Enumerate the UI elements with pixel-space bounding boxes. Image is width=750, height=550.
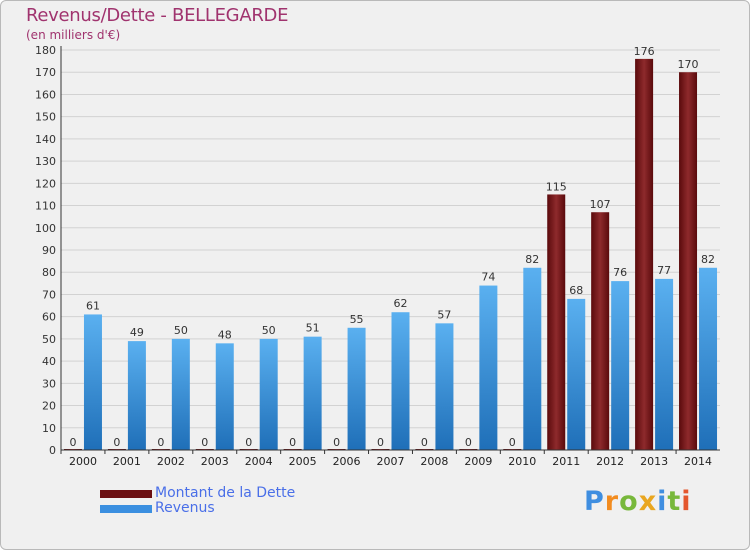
data-label-dette: 0 — [245, 436, 252, 449]
legend-label-dette: Montant de la Dette — [155, 485, 296, 501]
y-tick-label: 10 — [42, 422, 56, 435]
y-tick-label: 90 — [42, 244, 56, 257]
data-label-revenus: 48 — [218, 328, 232, 341]
y-tick-label: 80 — [42, 266, 56, 279]
data-label-dette: 115 — [546, 180, 567, 193]
data-label-revenus: 51 — [306, 322, 320, 335]
legend-swatch-revenus — [100, 505, 152, 513]
bar-revenus — [567, 298, 586, 450]
y-tick-label: 130 — [35, 155, 56, 168]
y-tick-label: 150 — [35, 111, 56, 124]
data-label-revenus: 57 — [437, 308, 451, 321]
y-tick-label: 140 — [35, 133, 56, 146]
y-tick-label: 40 — [42, 355, 56, 368]
x-tick-label: 2012 — [596, 455, 624, 468]
x-tick-label: 2011 — [552, 455, 580, 468]
legend-label-revenus: Revenus — [155, 500, 215, 516]
data-label-dette: 0 — [465, 436, 472, 449]
y-tick-label: 100 — [35, 222, 56, 235]
data-label-dette: 0 — [421, 436, 428, 449]
x-tick-label: 2000 — [69, 455, 97, 468]
data-label-revenus: 62 — [394, 297, 408, 310]
x-tick-label: 2004 — [245, 455, 273, 468]
data-label-revenus: 61 — [86, 299, 100, 312]
logo-letter: x — [638, 486, 658, 517]
bar-revenus — [479, 285, 498, 450]
bar-revenus — [347, 327, 366, 450]
x-tick-label: 2008 — [420, 455, 448, 468]
x-tick-label: 2002 — [157, 455, 185, 468]
bar-dette — [679, 72, 698, 450]
proxiti-logo: Proxiti — [584, 486, 692, 517]
logo-letter: t — [667, 486, 682, 517]
x-tick-label: 2010 — [508, 455, 536, 468]
data-label-revenus: 74 — [481, 271, 495, 284]
data-label-dette: 107 — [590, 198, 611, 211]
x-tick-label: 2009 — [464, 455, 492, 468]
bar-revenus — [171, 338, 190, 450]
data-label-revenus: 82 — [701, 253, 715, 266]
y-tick-label: 70 — [42, 288, 56, 301]
y-tick-label: 170 — [35, 66, 56, 79]
logo-letter: o — [619, 486, 639, 517]
bar-revenus — [699, 267, 718, 450]
bar-dette — [547, 194, 566, 450]
chart-title: Revenus/Dette - BELLEGARDE — [26, 5, 289, 26]
bar-revenus — [215, 343, 234, 450]
data-label-revenus: 50 — [174, 324, 188, 337]
data-label-dette: 0 — [69, 436, 76, 449]
bar-revenus — [303, 336, 322, 450]
logo-letter: i — [681, 486, 692, 517]
x-tick-label: 2001 — [113, 455, 141, 468]
x-tick-label: 2013 — [640, 455, 668, 468]
data-label-revenus: 55 — [350, 313, 364, 326]
data-label-revenus: 77 — [657, 264, 671, 277]
data-label-revenus: 49 — [130, 326, 144, 339]
x-tick-label: 2003 — [201, 455, 229, 468]
y-tick-label: 160 — [35, 88, 56, 101]
x-tick-label: 2007 — [377, 455, 405, 468]
data-label-dette: 0 — [289, 436, 296, 449]
bar-revenus — [435, 323, 454, 450]
y-tick-label: 30 — [42, 377, 56, 390]
y-tick-label: 120 — [35, 177, 56, 190]
data-label-dette: 0 — [377, 436, 384, 449]
y-tick-label: 0 — [49, 444, 56, 457]
data-label-dette: 176 — [634, 45, 655, 58]
data-label-dette: 0 — [201, 436, 208, 449]
data-label-revenus: 50 — [262, 324, 276, 337]
logo-letter: P — [584, 486, 605, 517]
bar-dette — [635, 58, 654, 451]
data-label-dette: 170 — [678, 58, 699, 71]
bar-revenus — [655, 278, 674, 450]
logo-letter: r — [604, 486, 620, 517]
bar-dette — [591, 212, 610, 450]
y-tick-label: 60 — [42, 311, 56, 324]
legend-swatch-dette — [100, 490, 152, 498]
x-tick-label: 2014 — [684, 455, 712, 468]
y-tick-label: 110 — [35, 200, 56, 213]
bar-revenus — [83, 314, 102, 450]
data-label-revenus: 76 — [613, 266, 627, 279]
bar-revenus — [523, 267, 542, 450]
bar-revenus — [127, 341, 146, 450]
y-tick-label: 180 — [35, 44, 56, 57]
bar-revenus — [259, 338, 278, 450]
data-label-dette: 0 — [157, 436, 164, 449]
bar-revenus — [611, 281, 630, 450]
logo-letter: i — [657, 486, 668, 517]
bar-revenus — [391, 312, 410, 450]
y-tick-label: 50 — [42, 333, 56, 346]
y-tick-label: 20 — [42, 400, 56, 413]
data-label-revenus: 68 — [569, 284, 583, 297]
x-tick-label: 2005 — [289, 455, 317, 468]
data-label-dette: 0 — [333, 436, 340, 449]
data-label-dette: 0 — [113, 436, 120, 449]
chart-subtitle: (en milliers d'€) — [26, 28, 121, 42]
data-label-revenus: 82 — [525, 253, 539, 266]
x-tick-label: 2006 — [333, 455, 361, 468]
data-label-dette: 0 — [509, 436, 516, 449]
